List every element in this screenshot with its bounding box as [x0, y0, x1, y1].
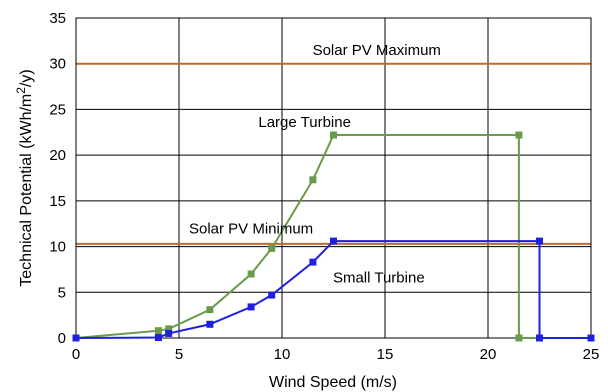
data-point: [515, 131, 523, 139]
x-tick-label: 5: [175, 346, 183, 363]
x-tick-labels: 0 5 10 15 20 25: [72, 346, 600, 363]
y-tick-label: 10: [49, 239, 66, 256]
data-point: [165, 329, 173, 337]
x-tick-label: 0: [72, 346, 80, 363]
y-tick-labels: 0 5 10 15 20 25 30 35: [49, 10, 66, 347]
data-point: [309, 258, 317, 266]
y-axis-label-main: Technical Potential (kWh/m: [18, 94, 35, 287]
data-point: [330, 237, 337, 245]
y-axis-label: Technical Potential (kWh/m2/y): [14, 69, 35, 286]
annotation-label: Large Turbine: [258, 114, 351, 131]
y-tick-label: 25: [49, 101, 66, 118]
data-point: [587, 334, 595, 342]
data-point: [72, 334, 80, 342]
data-point: [247, 270, 255, 278]
series-group: [72, 131, 595, 342]
y-tick-label: 35: [49, 10, 66, 27]
y-axis-label-sup: 2: [14, 87, 28, 94]
y-tick-label: 15: [49, 193, 66, 210]
data-point: [247, 303, 255, 311]
annotation-label: Solar PV Maximum: [313, 42, 441, 59]
x-tick-label: 25: [583, 346, 600, 363]
y-tick-label: 30: [49, 56, 66, 73]
data-point: [154, 334, 162, 342]
y-tick-label: 5: [58, 284, 66, 301]
data-point: [268, 291, 276, 299]
plot-border: [75, 17, 592, 339]
data-point: [536, 237, 543, 245]
x-tick-label: 10: [274, 346, 291, 363]
y-tick-label: 0: [58, 330, 66, 347]
annotation-label: Small Turbine: [333, 270, 425, 287]
data-point: [515, 334, 523, 342]
data-point: [154, 327, 162, 335]
data-point: [268, 244, 276, 252]
data-point: [330, 131, 337, 139]
y-tick-label: 20: [49, 147, 66, 164]
y-axis-label-end: /y): [18, 69, 35, 87]
plot-area: [76, 18, 591, 338]
x-tick-label: 20: [480, 346, 497, 363]
data-point: [536, 334, 543, 342]
data-point: [206, 306, 214, 314]
annotations: Solar PV Maximum Large Turbine Solar PV Mi…: [189, 42, 441, 287]
data-point: [165, 325, 173, 333]
x-tick-label: 15: [377, 346, 394, 363]
x-axis-label: Wind Speed (m/s): [269, 374, 397, 391]
data-point: [309, 176, 317, 184]
annotation-label: Solar PV Minimum: [189, 220, 313, 237]
data-point: [206, 320, 214, 328]
